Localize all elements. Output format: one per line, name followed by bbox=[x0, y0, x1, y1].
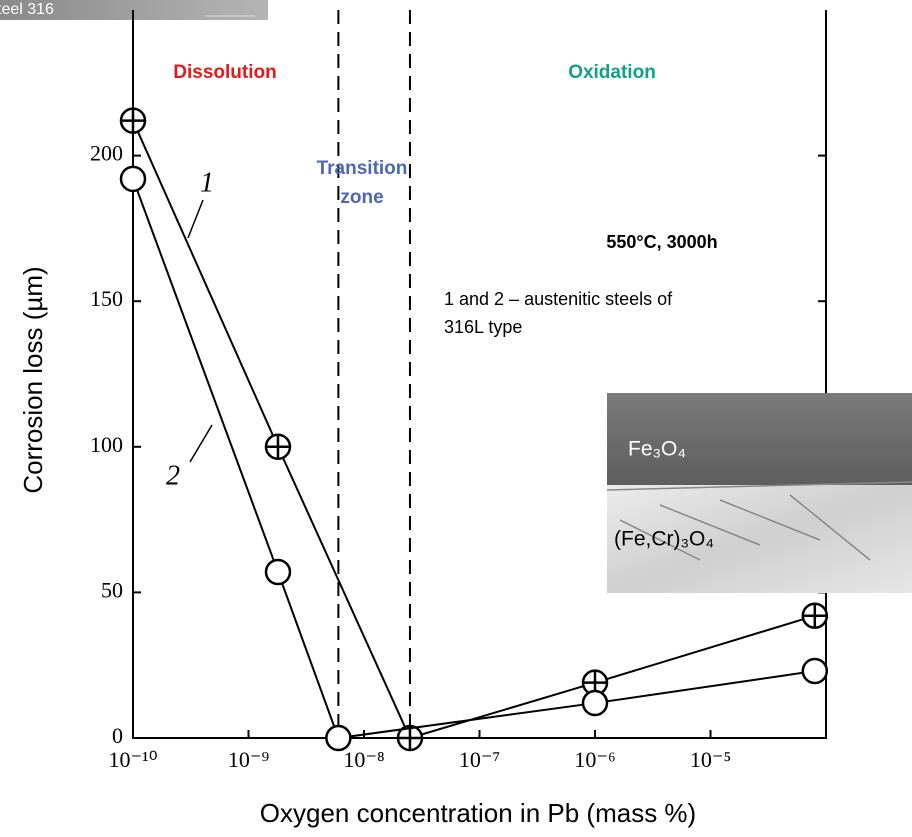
y-axis-title: Corrosion loss (µm) bbox=[18, 266, 48, 493]
x-tick-label: 10⁻⁸ bbox=[343, 747, 384, 772]
zone-label: Transition bbox=[317, 158, 408, 179]
zone-label: Dissolution bbox=[173, 62, 276, 83]
marker-circle bbox=[264, 558, 292, 586]
y-tick-label: 0 bbox=[112, 723, 123, 748]
x-axis-title: Oxygen concentration in Pb (mass %) bbox=[260, 798, 696, 828]
x-tick-label: 10⁻⁶ bbox=[574, 747, 615, 772]
curve-label: 1 bbox=[200, 167, 214, 198]
marker bbox=[801, 602, 829, 629]
inset-texture bbox=[606, 481, 912, 561]
marker bbox=[396, 724, 424, 752]
marker bbox=[264, 433, 292, 461]
marker-circle bbox=[581, 689, 609, 717]
marker-circle bbox=[325, 724, 352, 752]
y-tick-label: 100 bbox=[90, 432, 123, 457]
plot-area: 0 50 100 150 200 10⁻¹⁰ 10⁻⁹ 10⁻⁸ 10⁻⁷ 10⁻⁶ 10⁻⁵ bbox=[90, 10, 829, 772]
marker bbox=[119, 165, 147, 193]
marker-cross bbox=[802, 603, 827, 628]
curve-label: 2 bbox=[166, 460, 180, 491]
x-tick-label: 10⁻⁹ bbox=[228, 747, 270, 772]
marker-cross bbox=[397, 726, 422, 750]
y-tick-label: 50 bbox=[101, 577, 123, 602]
marker bbox=[325, 724, 352, 752]
conditions: 550°C, 3000h bbox=[606, 232, 717, 252]
marker bbox=[581, 669, 609, 696]
axis-frame bbox=[132, 10, 827, 739]
leader-line bbox=[189, 424, 213, 463]
inset-label: Fe₃O₄ bbox=[628, 438, 686, 461]
y-tick-label: 150 bbox=[90, 286, 123, 311]
marker-circle bbox=[801, 657, 829, 685]
x-tick-label: 10⁻⁷ bbox=[459, 747, 500, 772]
y-tick-label: 200 bbox=[90, 141, 123, 166]
x-tick-label: 10⁻⁵ bbox=[690, 747, 731, 772]
note: 1 and 2 – austenitic steels of bbox=[444, 289, 673, 309]
inset-layer bbox=[607, 393, 912, 485]
thumbnail-label: teel 316 bbox=[0, 1, 54, 18]
marker bbox=[581, 689, 609, 717]
marker bbox=[264, 558, 292, 586]
zone-label: Oxidation bbox=[568, 62, 656, 83]
marker bbox=[801, 657, 829, 685]
inset-label: (Fe,Cr)₃O₄ bbox=[614, 528, 714, 551]
marker-cross bbox=[121, 108, 145, 133]
zone-label: zone bbox=[340, 187, 383, 208]
leader-line bbox=[187, 199, 204, 239]
inset-micrograph: Fe₃O₄ (Fe,Cr)₃O₄ bbox=[606, 393, 912, 593]
marker bbox=[119, 107, 147, 134]
marker-cross bbox=[265, 434, 290, 459]
marker-circle bbox=[119, 165, 147, 193]
note: 316L type bbox=[444, 317, 522, 337]
x-tick-label: 10⁻¹⁰ bbox=[108, 747, 157, 772]
